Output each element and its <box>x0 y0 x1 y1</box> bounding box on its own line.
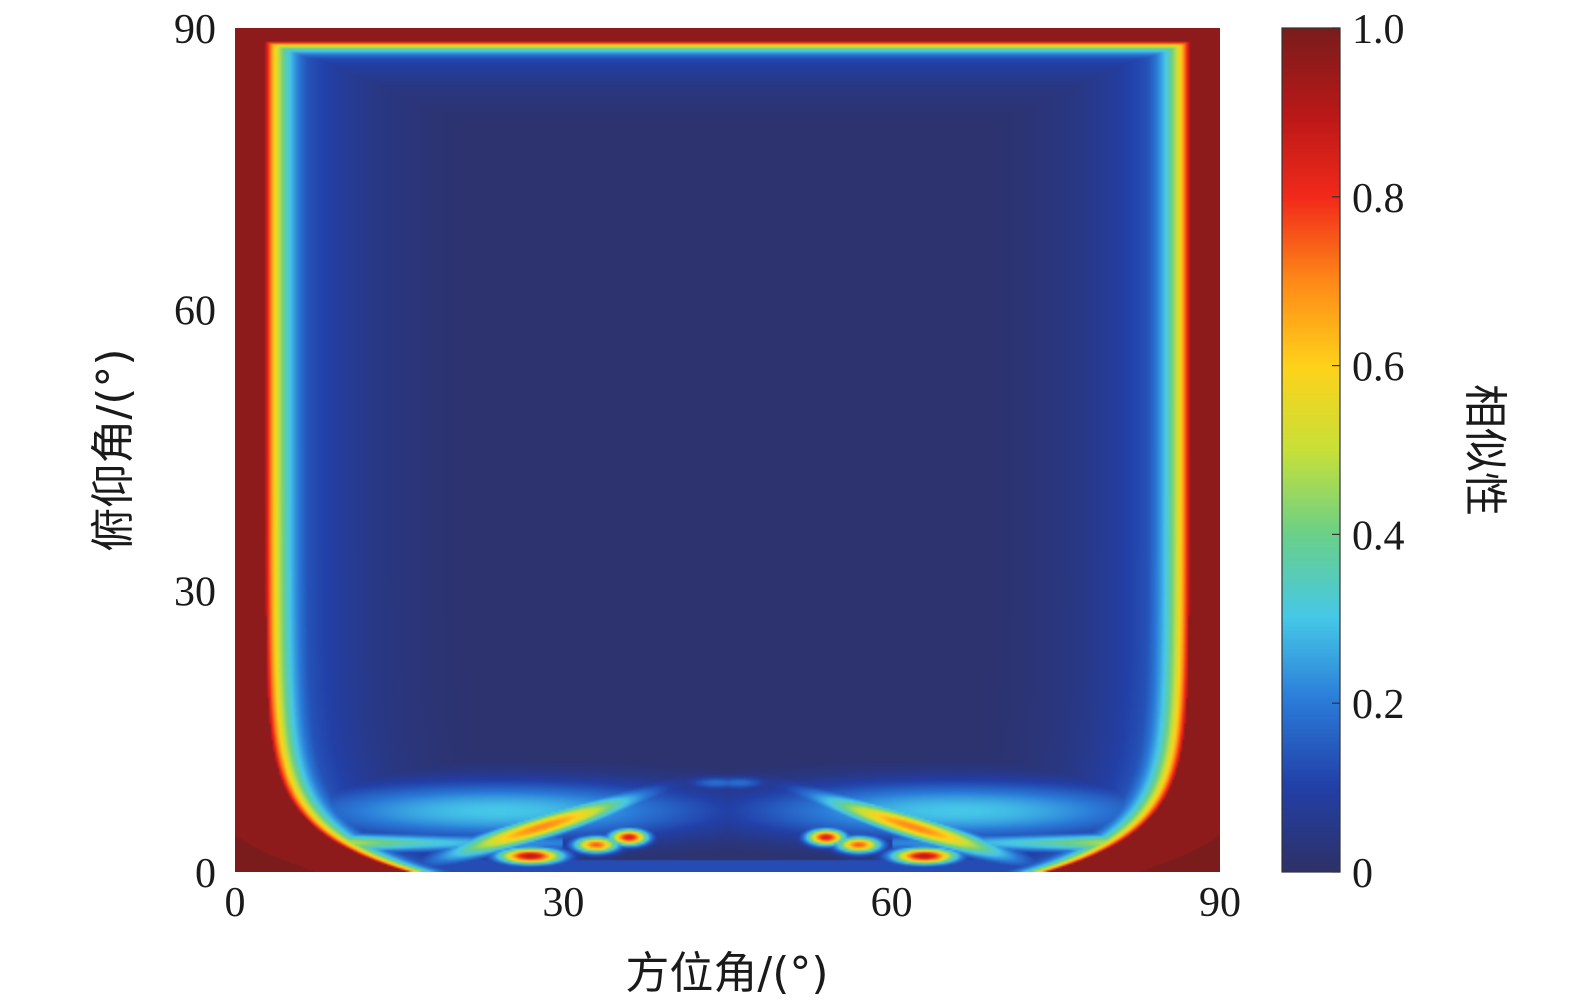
x-tick-label: 30 <box>542 880 584 926</box>
colorbar-tick-label: 0.2 <box>1352 682 1405 728</box>
colorbar-ticks: 0 0.2 0.4 0.6 0.8 1.0 <box>1332 7 1405 897</box>
colorbar-tick-label: 1.0 <box>1352 7 1405 53</box>
y-axis-title: 俯仰角/(°) <box>88 348 139 551</box>
plot-area <box>235 28 1220 872</box>
colorbar-tick-label: 0 <box>1352 851 1373 897</box>
y-tick-label: 30 <box>174 570 216 616</box>
colorbar-title: 相似性 <box>1459 384 1510 516</box>
x-axis-ticks: 0 30 60 90 <box>225 880 1242 926</box>
colorbar-tick-label: 0.4 <box>1352 513 1405 559</box>
colorbar-frame <box>1281 27 1341 873</box>
y-tick-label: 0 <box>195 851 216 897</box>
colorbar-tick-label: 0.6 <box>1352 345 1405 391</box>
x-tick-label: 0 <box>225 880 246 926</box>
x-tick-label: 90 <box>1199 880 1241 926</box>
x-axis-title: 方位角/(°) <box>625 948 828 999</box>
x-tick-label: 60 <box>871 880 913 926</box>
y-axis-ticks: 0 30 60 90 <box>174 7 216 897</box>
colorbar-tick-label: 0.8 <box>1352 176 1405 222</box>
heatmap-image <box>235 28 1220 872</box>
colorbar: 0 0.2 0.4 0.6 0.8 1.0 <box>1281 7 1405 897</box>
colorbar-gradient <box>1282 28 1340 872</box>
y-tick-label: 90 <box>174 7 216 53</box>
y-tick-label: 60 <box>174 288 216 334</box>
